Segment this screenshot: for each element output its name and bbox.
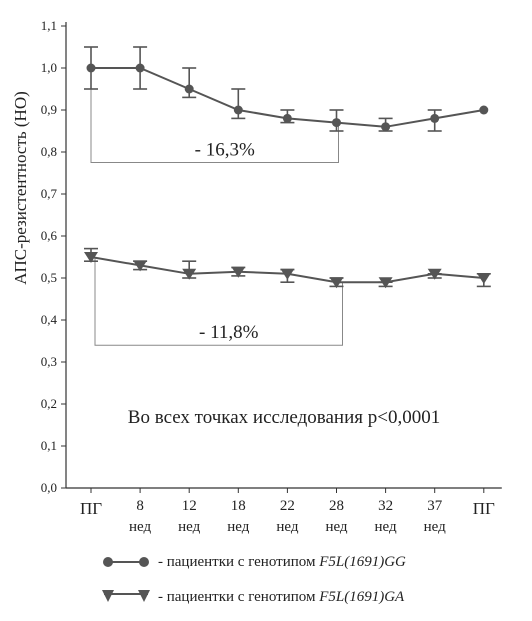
- y-tick-label: 0,2: [41, 396, 57, 411]
- data-point: [381, 122, 391, 132]
- percent-change-label: - 16,3%: [195, 140, 255, 161]
- chart-axes: [61, 22, 502, 493]
- circle-marker-icon: [103, 557, 149, 567]
- legend-genotype: F5L(1691)GG: [319, 553, 406, 570]
- x-tick-sublabel: нед: [375, 519, 397, 535]
- x-tick-sublabel: нед: [424, 519, 446, 535]
- data-point: [133, 260, 148, 272]
- data-point: [135, 63, 145, 73]
- x-tick-sublabel: нед: [276, 519, 298, 535]
- data-point: [378, 277, 393, 289]
- y-tick-label: 0,1: [41, 438, 57, 453]
- data-point: [184, 84, 194, 94]
- data-point: [430, 113, 440, 123]
- legend-label-gg: - пациентки с генотипом F5L(1691)GG: [158, 554, 406, 571]
- legend-prefix: - пациентки с генотипом: [158, 553, 320, 570]
- x-tick-sublabel: нед: [178, 519, 200, 535]
- y-axis-label: АПС-резистентность (НО): [11, 91, 30, 285]
- percent-bracket: [90, 68, 339, 163]
- x-tick-label: ПГ: [80, 499, 102, 518]
- data-point: [280, 268, 295, 280]
- x-tick-sublabel: нед: [227, 519, 249, 535]
- legend-label-ga: - пациентки с генотипом F5L(1691)GA: [158, 589, 404, 606]
- series-gg: [84, 46, 489, 132]
- percent-bracket: [94, 257, 343, 346]
- x-tick-label: 12: [182, 498, 197, 514]
- y-tick-label: 0,3: [41, 354, 57, 369]
- data-point: [231, 266, 246, 278]
- legend-item-ga: - пациентки с генотипом F5L(1691)GA: [100, 586, 404, 608]
- significance-note: Во всех точках исследования p<0,0001: [128, 407, 440, 428]
- series-ga: [84, 247, 491, 289]
- data-point: [329, 277, 344, 289]
- brackets: - 16,3% - 11,8%: [90, 68, 343, 346]
- data-point: [332, 118, 341, 128]
- triangle-marker-icon: [102, 590, 150, 602]
- y-tick-label: 1,0: [41, 60, 57, 75]
- legend-prefix: - пациентки с генотипом: [158, 588, 320, 605]
- x-tick-label: ПГ: [473, 499, 495, 518]
- data-point: [282, 113, 292, 123]
- data-point: [233, 105, 243, 115]
- data-point: [479, 105, 489, 115]
- data-point: [476, 273, 491, 284]
- data-point: [427, 268, 442, 280]
- data-point: [182, 268, 197, 280]
- x-tick-label: 18: [231, 498, 246, 514]
- x-tick-label: 37: [427, 498, 443, 514]
- y-tick-label: 0,8: [41, 144, 57, 159]
- y-tick-label: 1,1: [41, 18, 57, 33]
- x-tick-labels: ПГ 8 нед 12 нед 18 нед 22 нед 28 нед 32 нед 37 нед ПГ: [80, 498, 495, 535]
- legend-item-gg: - пациентки с генотипом F5L(1691)GG: [100, 551, 406, 573]
- legend-genotype: F5L(1691)GA: [319, 588, 405, 605]
- x-tick-label: 28: [329, 498, 344, 514]
- x-tick-sublabel: нед: [129, 519, 151, 535]
- y-tick-label: 0,0: [41, 480, 57, 495]
- y-tick-label: 0,7: [41, 186, 58, 201]
- x-tick-label: 22: [280, 498, 295, 514]
- x-tick-label: 32: [378, 498, 393, 514]
- percent-change-label: - 11,8%: [199, 322, 259, 343]
- series-group: [84, 46, 491, 289]
- y-tick-label: 0,6: [41, 228, 58, 243]
- x-tick-label: 8: [136, 498, 144, 514]
- data-point: [86, 63, 96, 73]
- x-tick-sublabel: нед: [325, 519, 347, 535]
- y-tick-label: 0,5: [41, 270, 57, 285]
- y-tick-label: 0,4: [41, 312, 58, 327]
- data-point: [84, 252, 98, 263]
- y-tick-label: 0,9: [41, 102, 57, 117]
- y-tick-labels: 0,0 0,1 0,2 0,3 0,4 0,5 0,6 0,7 0,8 0,9 1,0 1,1: [41, 18, 58, 495]
